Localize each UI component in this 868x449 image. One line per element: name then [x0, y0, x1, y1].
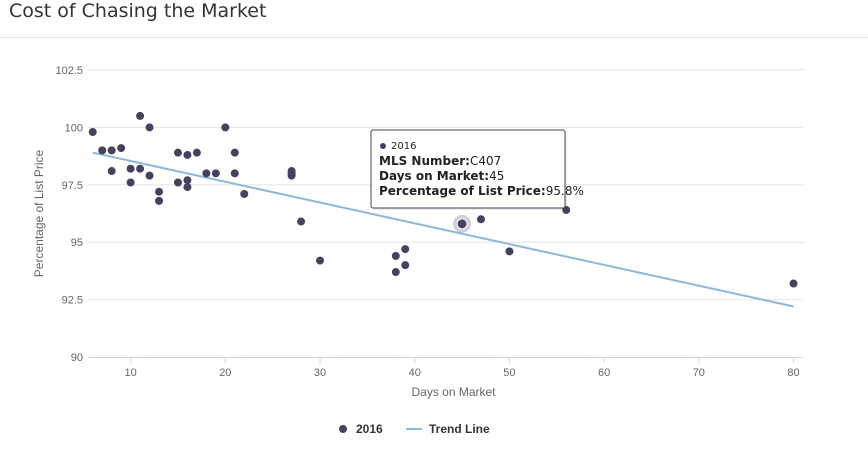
- data-point: [117, 144, 126, 153]
- data-point: [230, 169, 239, 178]
- trend-line-layer: [92, 151, 794, 308]
- data-point: [183, 176, 192, 185]
- data-point: [789, 279, 798, 288]
- tooltip-line-label: Percentage of List Price:: [379, 184, 546, 198]
- data-point: [136, 111, 145, 120]
- data-point: [107, 146, 116, 155]
- data-point: [287, 171, 296, 180]
- x-tick-label: 20: [219, 367, 231, 379]
- x-tick-label: 70: [693, 367, 705, 379]
- data-point: [230, 148, 239, 157]
- data-point: [145, 171, 154, 180]
- tooltip-line-value: 45: [489, 169, 504, 183]
- data-point: [297, 217, 306, 226]
- data-point: [126, 164, 135, 173]
- data-point: [240, 189, 249, 198]
- data-point: [173, 148, 182, 157]
- data-point: [183, 183, 192, 192]
- data-point: [316, 256, 325, 265]
- data-point: [221, 123, 230, 132]
- data-point: [391, 251, 400, 260]
- x-tick-label: 50: [503, 367, 515, 379]
- data-point: [183, 150, 192, 159]
- data-point: [145, 123, 154, 132]
- x-tick-label: 80: [787, 367, 799, 379]
- data-point: [107, 167, 116, 176]
- tooltip-series-name: 2016: [391, 141, 416, 152]
- data-point: [401, 261, 410, 270]
- data-point: [126, 178, 135, 187]
- tooltip-line-label: MLS Number:: [379, 154, 470, 168]
- data-point: [211, 169, 220, 178]
- y-tick-label: 95: [71, 237, 83, 249]
- y-tick-label: 100: [65, 122, 83, 134]
- title-divider: [0, 37, 868, 38]
- x-tick-label: 30: [314, 367, 326, 379]
- scatter-points-layer: [88, 111, 798, 288]
- x-tick-label: 40: [409, 367, 421, 379]
- tooltip-line-value: 95.8%: [546, 184, 584, 198]
- data-point: [192, 148, 201, 157]
- tooltip-line: Percentage of List Price:95.8%: [379, 184, 584, 198]
- data-point: [401, 245, 410, 254]
- trend-line: [92, 151, 794, 308]
- y-tick-label: 102.5: [55, 65, 83, 77]
- tooltip-line-value: C407: [470, 154, 501, 168]
- tooltip-box: [370, 129, 566, 209]
- y-tick-label: 90: [71, 352, 83, 364]
- y-tick-label: 92.5: [62, 295, 83, 307]
- x-tick-label: 10: [124, 367, 136, 379]
- tooltip-series-marker: [380, 143, 386, 149]
- data-point: [456, 218, 468, 230]
- data-point: [88, 127, 97, 136]
- data-point: [98, 146, 107, 155]
- tooltip-line: Days on Market:45: [379, 169, 504, 183]
- data-point: [155, 196, 164, 205]
- data-point: [391, 268, 400, 277]
- tooltip-line: MLS Number:C407: [379, 154, 501, 168]
- y-axis-title: Percentage of List Price: [32, 149, 46, 277]
- data-point: [505, 247, 514, 256]
- axes: 90 92.5 95 97.5 100 102.5 10 20 30 40 50 60 70 80 Days…: [32, 65, 803, 399]
- legend: 2016 Trend Line: [339, 422, 490, 436]
- y-tick-label: 97.5: [62, 180, 83, 192]
- data-point: [202, 169, 211, 178]
- legend-label-trend-line: Trend Line: [429, 422, 490, 436]
- x-tick-label: 60: [598, 367, 610, 379]
- chart-title: Cost of Chasing the Market: [9, 0, 267, 22]
- legend-marker-2016: [339, 425, 347, 433]
- legend-label-2016: 2016: [356, 422, 383, 436]
- tooltip-line-label: Days on Market:: [379, 169, 489, 183]
- data-point: [155, 187, 164, 196]
- x-axis-title: Days on Market: [411, 385, 496, 399]
- data-point: [173, 178, 182, 187]
- data-point: [136, 164, 145, 173]
- data-point: [477, 215, 486, 224]
